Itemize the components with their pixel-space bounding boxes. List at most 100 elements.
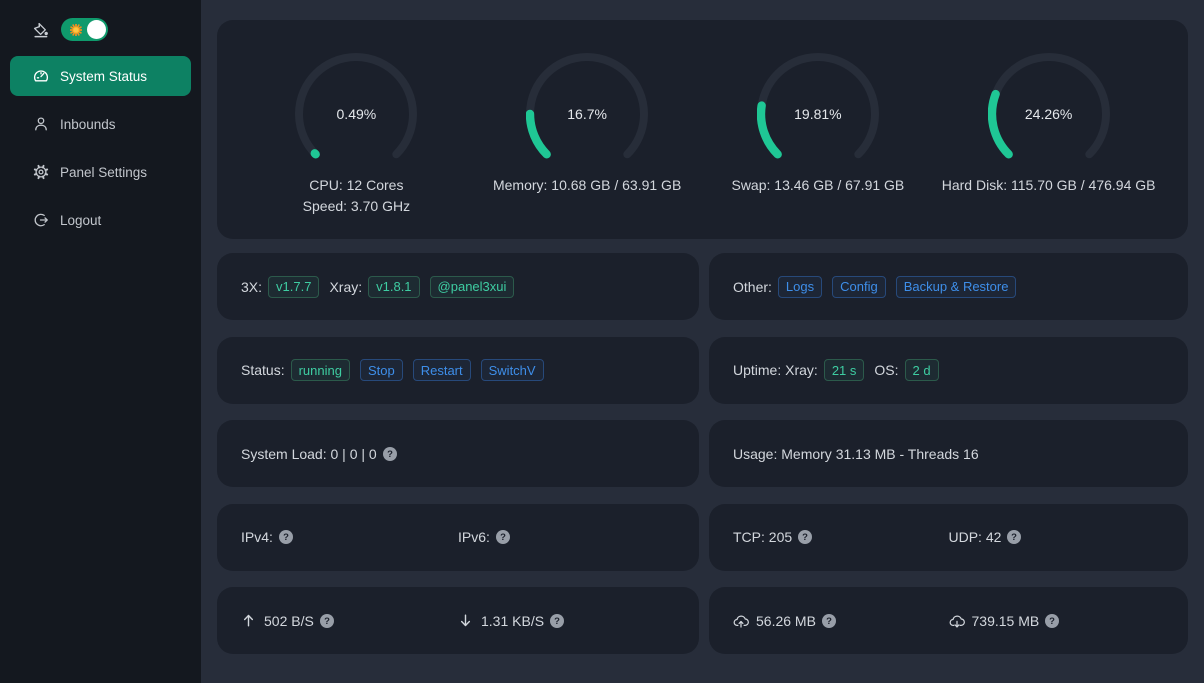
os-uptime-tag: 2 d (904, 359, 939, 381)
gauge-cpu-percent: 0.49% (336, 106, 377, 122)
svg-text:?: ? (554, 616, 560, 627)
network-speed-card-col2: 1.31 KB/S ? (458, 613, 675, 629)
ip-card-col1: IPv4: ? (241, 529, 458, 545)
info-row: Status: running Stop Restart SwitchV Uptime: … (217, 336, 1188, 404)
switch-version-button[interactable]: SwitchV (480, 359, 544, 381)
sidebar-item-label: System Status (60, 68, 148, 84)
connections-card-col2: UDP: 42 ? (949, 529, 1165, 545)
sun-icon (70, 23, 82, 36)
panel-version-tag[interactable]: v1.7.7 (268, 275, 320, 298)
connections-card-col1: TCP: 205 ? (733, 529, 949, 545)
svg-text:?: ? (1012, 532, 1018, 543)
info-row: IPv4: ? IPv6: ? TCP: 205 ? UDP: 42 ? (217, 503, 1188, 571)
logs-button[interactable]: Logs (777, 275, 823, 298)
uptime-xray-label: Uptime: Xray: (733, 362, 818, 378)
traffic-total-card-col2: 739.15 MB ? (949, 613, 1165, 629)
udp-count: UDP: 42 (948, 529, 1002, 545)
bg-colors-icon (33, 22, 49, 38)
help-icon[interactable]: ? (550, 613, 565, 628)
switch-knob (87, 20, 106, 39)
svg-text:?: ? (1049, 616, 1055, 627)
help-icon[interactable]: ? (495, 530, 510, 544)
status-running-tag: running (290, 359, 350, 381)
gear-icon (33, 164, 49, 180)
arrow-up-icon (241, 613, 257, 629)
svg-text:?: ? (802, 532, 808, 543)
backup-restore-button[interactable]: Backup & Restore (895, 275, 1017, 298)
network-speed-card-col1: 502 B/S ? (241, 613, 458, 629)
uptime-card: Uptime: Xray: 21 s OS: 2 d (709, 336, 1188, 404)
ipv4-label: IPv4: (241, 529, 273, 545)
xray-version-tag[interactable]: v1.8.1 (368, 275, 420, 298)
network-speed-card: 502 B/S ? 1.31 KB/S ? (217, 587, 699, 654)
download-total-value: 739.15 MB (971, 612, 1040, 629)
sidebar-item-label: Logout (60, 212, 102, 228)
restart-button[interactable]: Restart (412, 359, 471, 381)
connections-card: TCP: 205 ? UDP: 42 ? (709, 503, 1188, 571)
system-load-card: System Load: 0 | 0 | 0 ? (217, 420, 699, 487)
svg-text:?: ? (826, 616, 832, 627)
os-uptime-label: OS: (874, 362, 899, 378)
svg-text:?: ? (500, 532, 506, 543)
gauge-hard-disk-label: Hard Disk: 115.70 GB / 476.94 GB (941, 177, 1156, 193)
content: 0.49% CPU: 12 Cores Speed: 3.70 GHz 16.7%… (217, 20, 1188, 654)
help-icon[interactable]: ? (798, 530, 813, 544)
sidebar-item-panel-settings[interactable]: Panel Settings (10, 152, 191, 192)
info-row: 3X: v1.7.7 Xray: v1.8.1 @panel3xui Other: Logs… (217, 253, 1188, 320)
svg-text:?: ? (283, 532, 289, 543)
gauge-memory-dial: 16.7% (526, 53, 649, 175)
svg-text:?: ? (324, 616, 330, 627)
gauge-memory-label: Memory: 10.68 GB / 63.91 GB (492, 177, 682, 193)
gauge-swap-label: Swap: 13.46 GB / 67.91 GB (731, 177, 905, 193)
help-icon[interactable]: ? (278, 530, 293, 544)
cloud-download-icon (949, 613, 965, 629)
help-icon[interactable]: ? (821, 613, 836, 628)
ip-card: IPv4: ? IPv6: ? (217, 503, 699, 571)
usage-value: Usage: Memory 31.13 MB - Threads 16 (733, 445, 979, 462)
dashboard-icon (33, 68, 49, 84)
gauge-swap-dial: 19.81% (756, 53, 879, 175)
info-rows: 3X: v1.7.7 Xray: v1.8.1 @panel3xui Other: Logs… (217, 253, 1188, 654)
help-icon[interactable]: ? (319, 613, 334, 628)
main-area: 0.49% CPU: 12 Cores Speed: 3.70 GHz 16.7%… (201, 0, 1204, 683)
gauge-hard-disk-dial: 24.26% (987, 53, 1110, 175)
gauge-swap: 19.81% Swap: 13.46 GB / 67.91 GB (703, 20, 934, 239)
other-actions-card: Other: Logs Config Backup & Restore (709, 253, 1188, 320)
status-label: Status: (241, 362, 285, 378)
sidebar-item-system-status[interactable]: System Status (10, 56, 191, 96)
upload-total-value: 56.26 MB (756, 612, 816, 629)
help-icon[interactable]: ? (1007, 530, 1022, 544)
panel-version-card: 3X: v1.7.7 Xray: v1.8.1 @panel3xui (217, 253, 699, 320)
logout-icon (33, 212, 49, 228)
sidebar: System Status Inbounds Panel Settings Lo… (0, 0, 201, 683)
telegram-tag[interactable]: @panel3xui (429, 275, 515, 298)
sidebar-item-label: Inbounds (60, 116, 116, 132)
stop-button[interactable]: Stop (359, 359, 403, 381)
ipv6-label: IPv6: (458, 529, 490, 545)
usage-card: Usage: Memory 31.13 MB - Threads 16 (709, 420, 1188, 487)
gauge-memory-percent: 16.7% (567, 106, 607, 122)
config-button[interactable]: Config (832, 275, 886, 298)
xray-status-card: Status: running Stop Restart SwitchV (217, 336, 699, 404)
arrow-down-icon (458, 613, 474, 629)
gauge-cpu-dial: 0.49% (295, 53, 418, 175)
sidebar-item-label: Panel Settings (60, 164, 148, 180)
info-row: 502 B/S ? 1.31 KB/S ? 56.26 MB ? 739.15 … (217, 587, 1188, 654)
gauge-swap-percent: 19.81% (794, 106, 842, 122)
info-row: System Load: 0 | 0 | 0 ? Usage: Memory 31… (217, 420, 1188, 487)
theme-toggle-switch[interactable] (61, 18, 108, 41)
ip-card-col2: IPv6: ? (458, 529, 675, 545)
other-label: Other: (733, 278, 772, 295)
sidebar-menu: System Status Inbounds Panel Settings Lo… (0, 56, 201, 240)
help-icon[interactable]: ? (382, 446, 397, 461)
gauge-cpu-label: CPU: 12 Cores Speed: 3.70 GHz (302, 177, 411, 214)
panel-version-label: 3X: (241, 278, 263, 295)
sidebar-item-inbounds[interactable]: Inbounds (10, 104, 191, 144)
traffic-total-card-col1: 56.26 MB ? (733, 613, 949, 629)
sidebar-item-logout[interactable]: Logout (10, 200, 191, 240)
gauge-cpu: 0.49% CPU: 12 Cores Speed: 3.70 GHz (241, 20, 472, 239)
theme-controls (0, 0, 201, 41)
xray-version-label: Xray: (329, 278, 363, 295)
traffic-total-card: 56.26 MB ? 739.15 MB ? (709, 587, 1188, 654)
help-icon[interactable]: ? (1045, 613, 1060, 628)
